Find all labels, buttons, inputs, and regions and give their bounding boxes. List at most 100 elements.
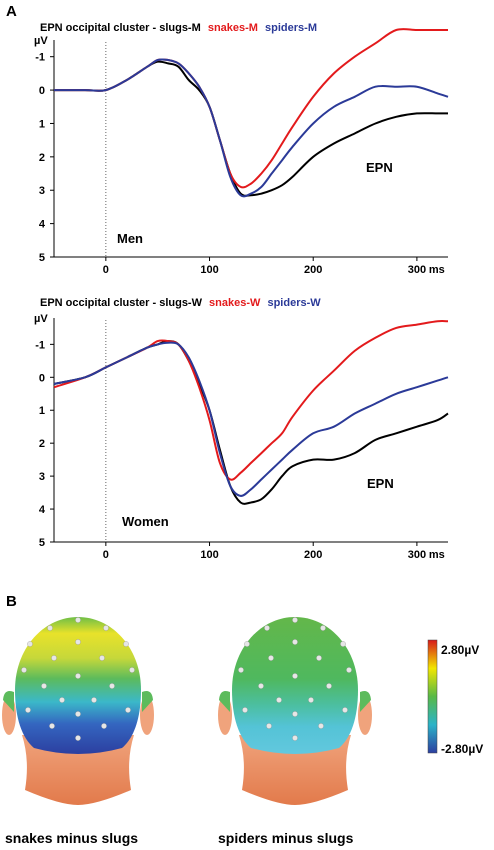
series-women [53, 320, 449, 505]
y-tick-label: 0 [39, 372, 45, 384]
title-spiders-men: spiders-M [265, 22, 317, 34]
chart-title-men: EPN occipital cluster - slugs-M snakes-M… [40, 22, 317, 34]
electrode-dot [49, 723, 55, 729]
electrode-dot [75, 617, 81, 623]
electrode-dot [318, 723, 324, 729]
electrode-dot [75, 711, 81, 717]
caption-snakes: snakes minus slugs [5, 830, 138, 846]
electrode-dot [264, 625, 270, 631]
caption-spiders: spiders minus slugs [218, 830, 354, 846]
x-tick-label: 0 [103, 549, 109, 561]
x-tick-label: 100 [200, 264, 218, 276]
electrodes-spiders [238, 617, 352, 741]
chart-title-women: EPN occipital cluster - slugs-W snakes-W… [40, 297, 321, 309]
electrode-dot [25, 707, 31, 713]
electrode-dot [47, 625, 53, 631]
x-unit-label: ms [429, 549, 445, 561]
electrode-dot [276, 697, 282, 703]
erp-chart-women: EPN occipital cluster - slugs-W snakes-W… [34, 297, 449, 561]
electrode-dot [41, 683, 47, 689]
electrode-dot [346, 667, 352, 673]
colorbar-min-label: -2.80µV [441, 742, 483, 756]
panel-a-label: A [6, 3, 17, 20]
y-tick-label: -1 [35, 52, 45, 64]
panel-b-label: B [6, 593, 17, 610]
x-tick-label: 200 [304, 549, 322, 561]
x-tick-label: 100 [200, 549, 218, 561]
ear-top-left-2 [219, 691, 230, 712]
y-tick-label: 4 [39, 504, 46, 516]
colorbar-max-label: 2.80µV [441, 643, 479, 657]
x-tick-label: 200 [304, 264, 322, 276]
electrode-dot [342, 707, 348, 713]
epn-label-men: EPN [366, 160, 393, 175]
series-line-spiders-M [53, 58, 449, 198]
x-tick-label: 0 [103, 264, 109, 276]
electrode-dot [129, 667, 135, 673]
title-slugs-men: EPN occipital cluster - slugs-M [40, 22, 201, 34]
y-tick-label: 5 [39, 252, 45, 264]
series-line-snakes-W [53, 320, 449, 481]
title-snakes-men: snakes-M [208, 22, 258, 34]
y-tick-label: 4 [39, 219, 46, 231]
electrode-dot [238, 667, 244, 673]
electrode-dot [340, 641, 346, 647]
electrode-dot [75, 639, 81, 645]
x-tick-label: 300 [408, 549, 426, 561]
y-tick-label: 3 [39, 471, 45, 483]
y-axis-label: µV [34, 35, 48, 47]
scalp-1 [15, 617, 141, 754]
electrode-dot [125, 707, 131, 713]
scalp-map-snakes [2, 617, 154, 805]
title-slugs-women: EPN occipital cluster - slugs-W [40, 297, 203, 309]
electrode-dot [292, 617, 298, 623]
electrode-dot [292, 639, 298, 645]
y-tick-label: 2 [39, 152, 45, 164]
neck-1 [22, 735, 134, 805]
electrode-dot [103, 625, 109, 631]
epn-label-women: EPN [367, 476, 394, 491]
electrode-dot [292, 735, 298, 741]
ear-top-right-1 [142, 691, 153, 712]
electrode-dot [308, 697, 314, 703]
ear-top-left-1 [3, 691, 14, 712]
electrode-dot [292, 673, 298, 679]
group-label-men: Men [117, 231, 143, 246]
electrode-dot [292, 711, 298, 717]
electrode-dot [91, 697, 97, 703]
electrode-dot [75, 735, 81, 741]
electrode-dot [75, 673, 81, 679]
electrode-dot [268, 655, 274, 661]
colorbar: 2.80µV -2.80µV [427, 639, 483, 756]
axes-men: µV -1 0 1 2 3 4 5 0 100 200 300 ms [34, 35, 448, 276]
colorbar-gradient [427, 639, 438, 754]
erp-chart-men: EPN occipital cluster - slugs-M snakes-M… [34, 22, 449, 276]
electrode-dot [326, 683, 332, 689]
y-tick-label: 1 [39, 405, 45, 417]
group-label-women: Women [122, 514, 169, 529]
ear-top-right-2 [360, 691, 371, 712]
electrode-dot [109, 683, 115, 689]
y-tick-label: 1 [39, 118, 45, 130]
electrode-dot [258, 683, 264, 689]
electrode-dot [266, 723, 272, 729]
x-tick-label: 300 [408, 264, 426, 276]
electrode-dot [244, 641, 250, 647]
y-tick-label: 3 [39, 185, 45, 197]
axes-women: µV -1 0 1 2 3 4 5 0 100 200 300 ms [34, 313, 448, 561]
electrode-dot [21, 667, 27, 673]
y-tick-label: 2 [39, 438, 45, 450]
scalp-2 [232, 617, 358, 754]
scalp-map-spiders [218, 617, 372, 805]
title-spiders-women: spiders-W [267, 297, 321, 309]
electrode-dot [316, 655, 322, 661]
y-axis-label: µV [34, 313, 48, 325]
electrode-dot [99, 655, 105, 661]
electrode-dot [59, 697, 65, 703]
y-tick-label: 5 [39, 537, 45, 549]
y-tick-label: -1 [35, 339, 45, 351]
electrode-dot [320, 625, 326, 631]
electrode-dot [51, 655, 57, 661]
electrode-dot [27, 641, 33, 647]
